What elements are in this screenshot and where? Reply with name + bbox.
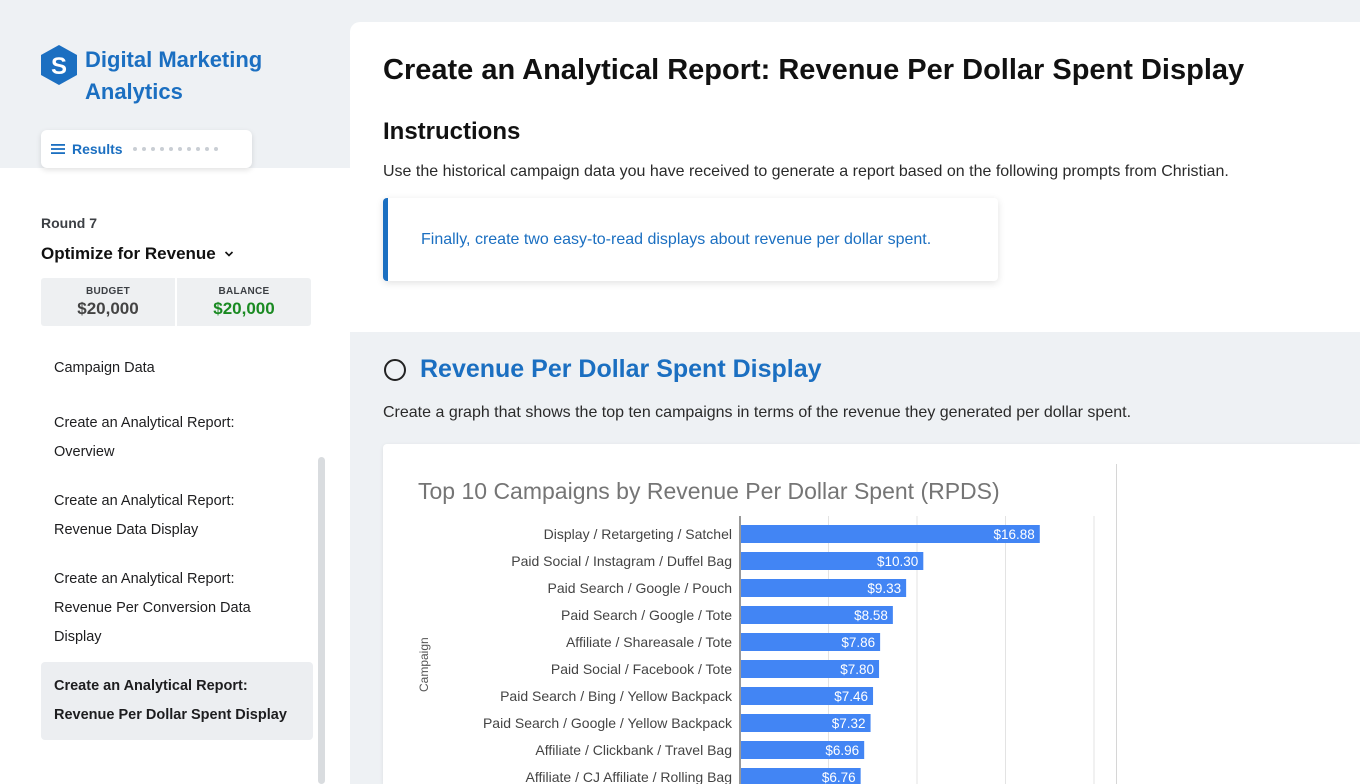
- data-label: $10.30: [877, 554, 918, 569]
- budget-label: BUDGET: [85, 285, 131, 297]
- bar: [741, 687, 874, 705]
- bar: [741, 714, 871, 732]
- chart-title: Top 10 Campaigns by Revenue Per Dollar S…: [418, 478, 1000, 504]
- instructions-heading: Instructions: [383, 118, 521, 145]
- chart-card: Top 10 Campaigns by Revenue Per Dollar S…: [383, 444, 1360, 784]
- bar: [741, 633, 881, 651]
- nav-item-revenue-data-display[interactable]: Create an Analytical Report: Revenue Dat…: [41, 477, 313, 555]
- budget-cell: BUDGET $20,000: [41, 278, 175, 326]
- category-label: Affiliate / Shareasale / Tote: [566, 634, 732, 650]
- progress-dot: [195, 147, 200, 151]
- instructions-text: Use the historical campaign data you hav…: [383, 163, 1229, 180]
- circle-status-icon[interactable]: [384, 358, 406, 381]
- category-label: Affiliate / CJ Affiliate / Rolling Bag: [526, 769, 732, 784]
- section-title: Revenue Per Dollar Spent Display: [420, 355, 822, 383]
- round-label: Round 7: [41, 215, 97, 231]
- section-description: Create a graph that shows the top ten ca…: [383, 404, 1132, 421]
- brand-title-line2: Analytics: [85, 79, 183, 104]
- data-label: $6.96: [825, 743, 859, 758]
- bar: [741, 579, 907, 597]
- category-label: Paid Search / Google / Pouch: [548, 580, 732, 596]
- section-header: Revenue Per Dollar Spent Display: [384, 355, 822, 384]
- page-title: Create an Analytical Report: Revenue Per…: [383, 54, 1245, 86]
- bar: [741, 525, 1040, 543]
- progress-dot: [213, 147, 218, 151]
- bar: [741, 660, 880, 678]
- category-label: Paid Search / Google / Tote: [561, 607, 732, 623]
- round-selector[interactable]: Optimize for Revenue: [41, 244, 234, 264]
- data-label: $7.32: [832, 716, 866, 731]
- nav-item-label: Revenue Data Display: [54, 522, 199, 538]
- progress-dots: [132, 147, 218, 151]
- nav-item-label: Create an Analytical Report:: [54, 571, 235, 587]
- nav-item-label: Create an Analytical Report:: [54, 493, 235, 509]
- nav-item-label: Create an Analytical Report:: [54, 415, 235, 431]
- progress-dot: [132, 147, 137, 151]
- data-label: $16.88: [993, 527, 1034, 542]
- progress-dot: [177, 147, 182, 151]
- progress-dot: [186, 147, 191, 151]
- nav-item-label: Campaign Data: [54, 360, 155, 376]
- category-label: Affiliate / Clickbank / Travel Bag: [535, 742, 732, 758]
- category-label: Paid Search / Bing / Yellow Backpack: [500, 688, 733, 704]
- progress-dot: [150, 147, 155, 151]
- brand[interactable]: S Digital Marketing Analytics: [40, 44, 262, 108]
- menu-icon: [51, 144, 65, 154]
- sidebar: S Digital Marketing Analytics Results: [0, 0, 350, 784]
- nav-item-revenue-per-conversion[interactable]: Create an Analytical Report: Revenue Per…: [41, 555, 313, 662]
- progress-dot: [204, 147, 209, 151]
- category-label: Paid Social / Instagram / Duffel Bag: [511, 553, 732, 569]
- sidebar-scrollbar[interactable]: [318, 457, 325, 784]
- bar: [741, 768, 861, 784]
- data-label: $8.58: [854, 608, 888, 623]
- progress-dot: [168, 147, 173, 151]
- nav-item-overview[interactable]: Create an Analytical Report: Overview: [41, 399, 313, 477]
- nav-item-label: Revenue Per Dollar Spent Display: [54, 707, 287, 723]
- brand-title-line1: Digital Marketing: [85, 47, 263, 72]
- nav-item-label: Display: [54, 629, 102, 645]
- balance-label: BALANCE: [218, 285, 270, 297]
- sidebar-nav: Campaign Data Create an Analytical Repor…: [41, 346, 313, 740]
- callout-text: Finally, create two easy-to-read display…: [421, 230, 932, 248]
- category-label: Paid Social / Facebook / Tote: [551, 661, 732, 677]
- category-label: Display / Retargeting / Satchel: [544, 526, 732, 542]
- budget-value: $20,000: [77, 298, 139, 318]
- chevron-down-icon: [224, 251, 233, 257]
- logo-icon: S: [41, 45, 77, 85]
- data-label: $7.80: [840, 662, 874, 677]
- progress-dot: [141, 147, 146, 151]
- nav-item-label: Revenue Per Conversion Data: [54, 600, 251, 616]
- balance-cell: BALANCE $20,000: [175, 278, 311, 326]
- round-title: Optimize for Revenue: [41, 244, 216, 263]
- nav-item-revenue-per-dollar-spent[interactable]: Create an Analytical Report: Revenue Per…: [41, 662, 313, 740]
- data-label: $7.46: [834, 689, 868, 704]
- data-label: $6.76: [822, 770, 856, 784]
- logo-letter: S: [51, 53, 67, 80]
- instructions-card: Create an Analytical Report: Revenue Per…: [350, 22, 1360, 332]
- bar-chart: Display / Retargeting / Satchel $16.88 Pai…: [483, 516, 1095, 784]
- budget-balance-panel: BUDGET $20,000 BALANCE $20,000: [41, 278, 311, 326]
- nav-item-campaign-data[interactable]: Campaign Data: [41, 346, 313, 399]
- sidebar-header: S Digital Marketing Analytics Results: [0, 0, 350, 168]
- data-label: $9.33: [867, 581, 901, 596]
- nav-item-label: Create an Analytical Report:: [54, 678, 248, 694]
- bar: [741, 741, 865, 759]
- results-button[interactable]: Results: [41, 130, 252, 168]
- bar: [741, 606, 893, 624]
- bar: [741, 552, 924, 570]
- results-label: Results: [72, 141, 123, 157]
- balance-value: $20,000: [213, 298, 275, 318]
- category-label: Paid Search / Google / Yellow Backpack: [483, 715, 733, 731]
- progress-dot: [159, 147, 164, 151]
- data-label: $7.86: [841, 635, 875, 650]
- prompt-callout: Finally, create two easy-to-read display…: [383, 198, 998, 281]
- nav-item-label: Overview: [54, 444, 115, 460]
- chart-divider: [1116, 464, 1117, 784]
